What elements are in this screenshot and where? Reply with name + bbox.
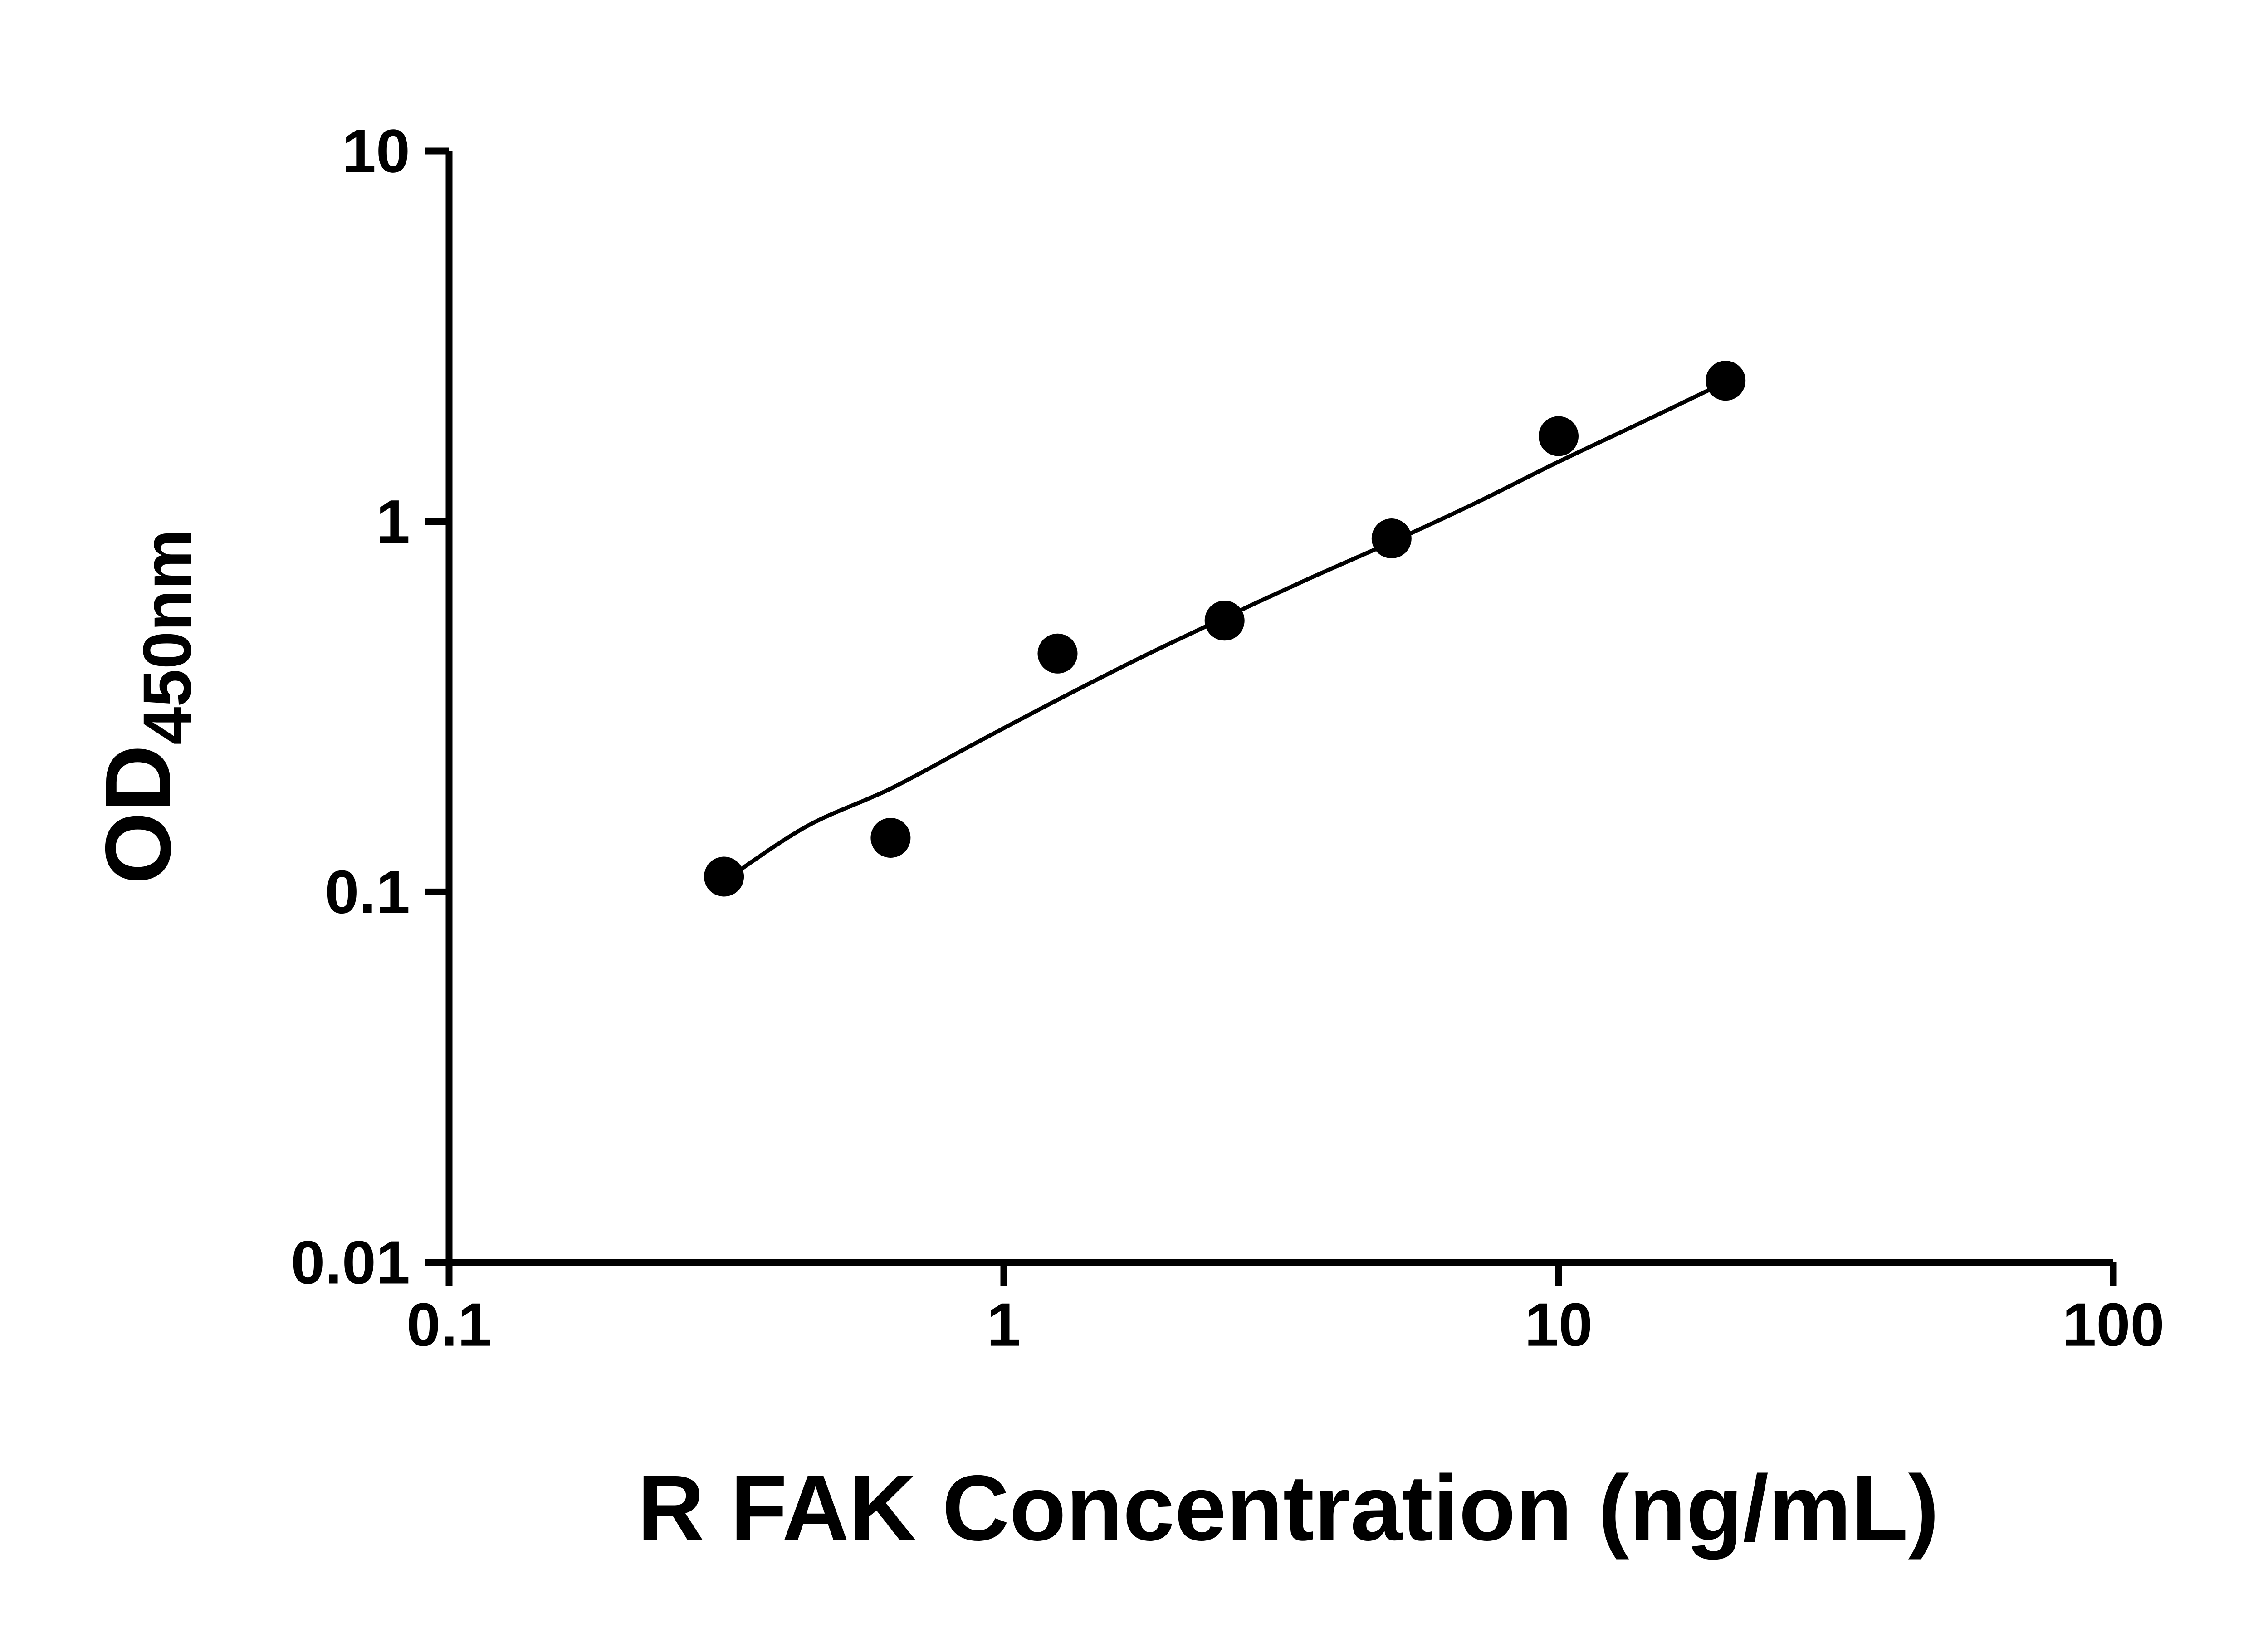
data-point (1539, 416, 1579, 456)
plot-axes (425, 147, 2117, 1286)
x-axis-tick-label: 1 (987, 1291, 1021, 1359)
data-points-group (704, 361, 1746, 897)
data-point (1204, 601, 1245, 641)
x-axis-tick-label: 10 (1525, 1291, 1593, 1359)
data-point (1037, 633, 1078, 674)
y-axis-tick-label: 10 (342, 117, 410, 186)
data-point (1371, 518, 1412, 558)
x-axis-tick-label: 100 (2062, 1291, 2164, 1359)
y-axis-tick-label: 1 (376, 487, 410, 556)
y-axis-title-main: OD (86, 745, 190, 885)
y-axis-tick-label: 0.1 (325, 858, 410, 926)
axis-spines (445, 151, 2113, 1266)
data-point (870, 818, 911, 858)
y-axis-title: OD450nm (86, 529, 205, 885)
y-axis-tick-label: 0.01 (291, 1228, 410, 1297)
data-point (704, 856, 744, 897)
x-axis-tick-label: 0.1 (406, 1291, 492, 1359)
data-point (1706, 361, 1746, 401)
y-axis-title-subscript: 450nm (129, 529, 205, 745)
x-axis-title: R FAK Concentration (ng/mL) (637, 1456, 1939, 1560)
